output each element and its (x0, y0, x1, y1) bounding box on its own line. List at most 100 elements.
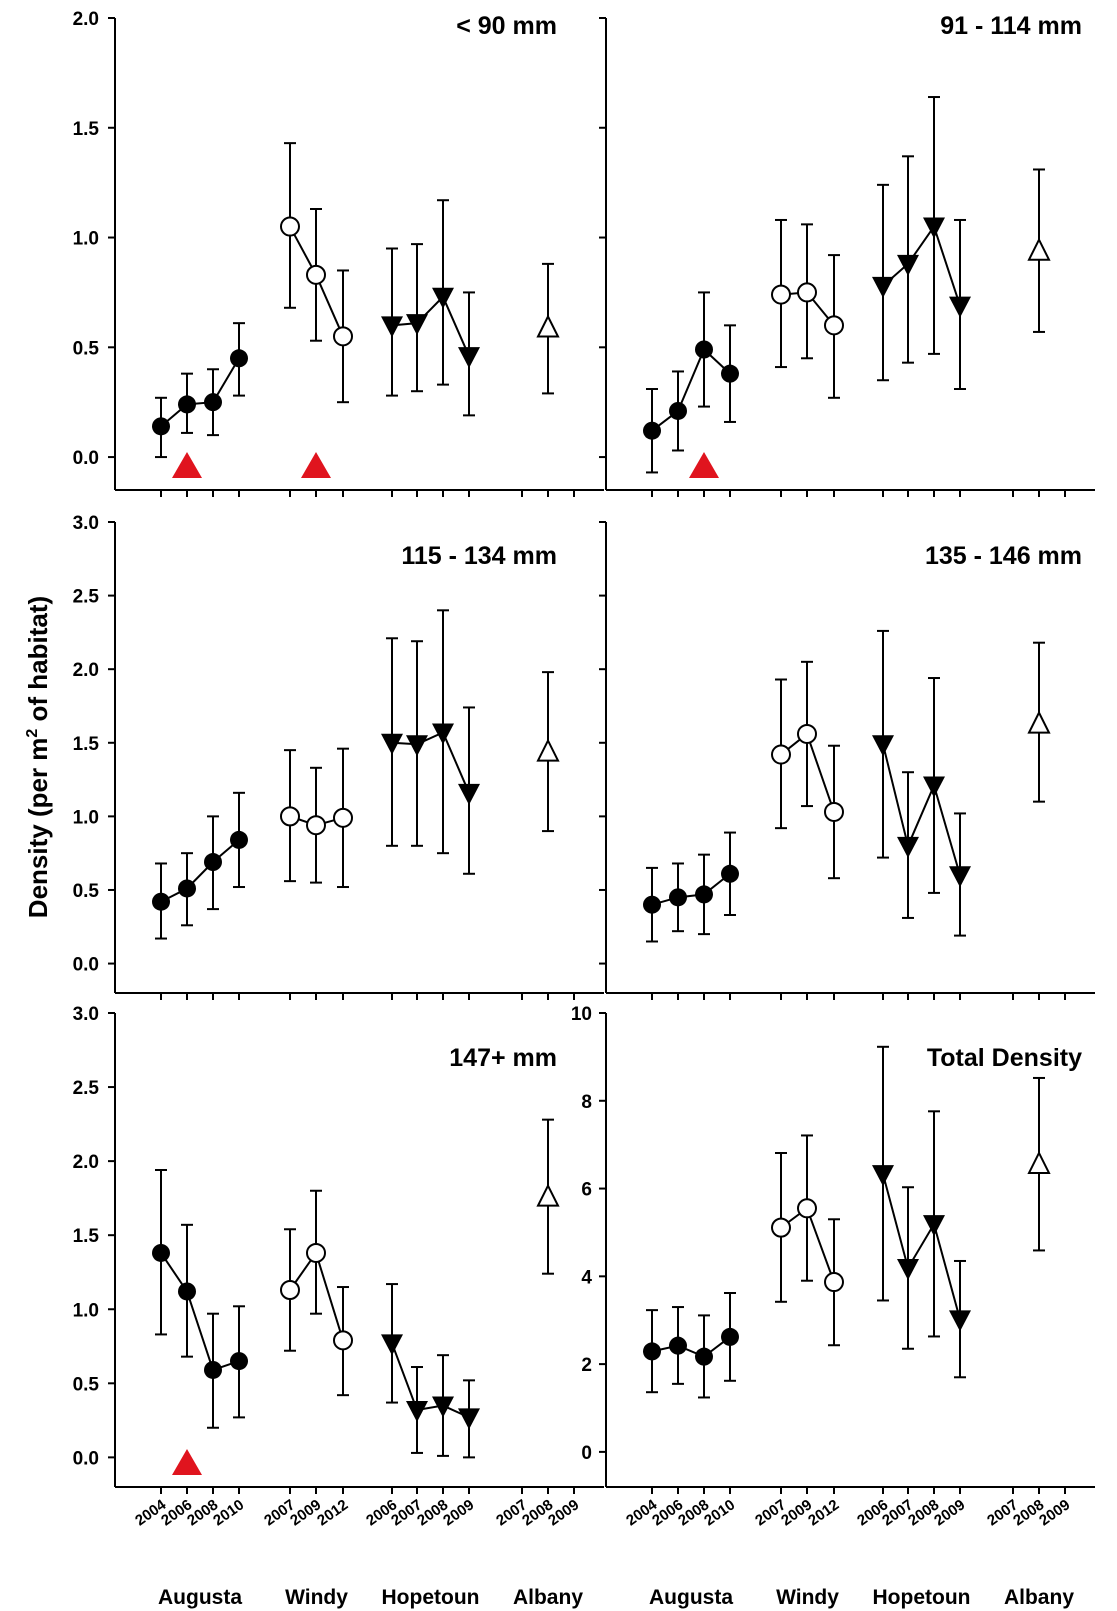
year-label: 2009 (1036, 1496, 1073, 1529)
y-tick-label: 1.0 (73, 229, 99, 250)
data-point-albany (536, 738, 560, 762)
panel-title: 147+ mm (449, 1044, 557, 1072)
data-point-hopetoun (949, 1310, 971, 1332)
event-marker-triangle (689, 452, 719, 478)
y-tick-label: 2.5 (73, 587, 100, 608)
y-tick-label: 0.0 (73, 955, 99, 976)
data-point-hopetoun (432, 287, 454, 309)
series-line-hopetoun (882, 1173, 961, 1320)
data-point-windy (306, 815, 326, 836)
data-point-hopetoun (458, 783, 480, 805)
data-point-windy (797, 1198, 817, 1219)
data-point-hopetoun (381, 733, 403, 755)
data-point-augusta (643, 1342, 661, 1361)
y-tick-label: 0.5 (73, 881, 100, 902)
data-point-hopetoun (381, 1334, 403, 1356)
data-point-windy (306, 264, 326, 285)
year-label: 2009 (545, 1496, 582, 1529)
series-line-augusta (651, 872, 731, 906)
site-label: Hopetoun (873, 1586, 971, 1609)
chart-panel-2: 91 - 114 mm (599, 12, 1095, 497)
y-axis-label: Density (per m2 of habitat) (23, 596, 53, 918)
year-label: 2012 (805, 1496, 842, 1529)
data-point-windy (333, 807, 353, 828)
series-line-hopetoun (391, 1342, 470, 1419)
event-marker-triangle (172, 452, 202, 478)
data-point-hopetoun (897, 254, 919, 276)
data-point-augusta (204, 853, 222, 872)
y-tick-label: 1.0 (73, 807, 99, 828)
site-label: Hopetoun (382, 1586, 480, 1609)
panel-title: 91 - 114 mm (940, 12, 1082, 40)
data-point-augusta (721, 364, 739, 383)
data-point-hopetoun (406, 314, 428, 336)
series-line-augusta (160, 1252, 240, 1372)
data-point-augusta (669, 1336, 687, 1355)
data-point-windy (771, 284, 791, 305)
y-tick-label: 0.0 (73, 1448, 99, 1469)
site-label: Windy (776, 1586, 839, 1609)
y-tick-label: 2.0 (73, 660, 99, 681)
event-marker-triangle (172, 1449, 202, 1475)
data-point-windy (824, 1272, 844, 1293)
y-tick-label: 1.5 (73, 119, 100, 140)
data-point-hopetoun (872, 276, 894, 298)
year-label: 2010 (210, 1496, 247, 1529)
data-point-windy (797, 723, 817, 744)
data-point-albany (1027, 1150, 1051, 1174)
series-line-augusta (651, 347, 731, 432)
data-point-hopetoun (923, 1215, 945, 1237)
data-point-augusta (178, 1282, 196, 1301)
site-label: Windy (285, 1586, 348, 1609)
site-label: Albany (513, 1586, 583, 1609)
data-point-augusta (204, 393, 222, 412)
chart-panel-4: 135 - 146 mm (599, 521, 1095, 1000)
data-point-windy (771, 744, 791, 765)
y-tick-label: 3.0 (73, 513, 99, 534)
y-tick-label: 0.5 (73, 338, 100, 359)
panel-title: < 90 mm (456, 12, 557, 40)
site-label: Augusta (649, 1586, 733, 1609)
data-point-augusta (695, 340, 713, 359)
data-point-windy (824, 801, 844, 822)
data-point-augusta (695, 885, 713, 904)
y-tick-label: 1.0 (73, 1300, 99, 1321)
data-point-albany (536, 1183, 560, 1207)
data-point-hopetoun (949, 296, 971, 318)
y-tick-label: 0.0 (73, 448, 99, 469)
data-point-augusta (230, 1352, 248, 1371)
y-tick-label: 8 (581, 1092, 592, 1113)
data-point-augusta (152, 892, 170, 911)
data-point-hopetoun (949, 866, 971, 888)
data-point-augusta (643, 421, 661, 440)
data-point-windy (771, 1217, 791, 1238)
y-tick-label: 1.5 (73, 734, 100, 755)
data-point-hopetoun (897, 1258, 919, 1280)
series-line-augusta (160, 839, 240, 903)
data-point-hopetoun (432, 1396, 454, 1418)
series-line-augusta (651, 1336, 731, 1358)
data-point-augusta (152, 1243, 170, 1262)
data-point-albany (1027, 710, 1051, 734)
data-point-hopetoun (406, 1400, 428, 1422)
data-point-windy (333, 326, 353, 347)
y-tick-label: 2.5 (73, 1078, 100, 1099)
y-tick-label: 0 (581, 1443, 592, 1464)
data-point-augusta (178, 395, 196, 414)
data-point-windy (280, 1279, 300, 1300)
series-line-hopetoun (882, 224, 961, 306)
panel-title: Total Density (927, 1044, 1082, 1072)
data-point-hopetoun (923, 776, 945, 798)
data-point-windy (797, 282, 817, 303)
y-tick-label: 4 (581, 1267, 592, 1288)
year-label: 2010 (701, 1496, 738, 1529)
data-point-augusta (721, 1327, 739, 1346)
year-label: 2012 (314, 1496, 351, 1529)
data-point-hopetoun (872, 1165, 894, 1187)
y-tick-label: 10 (571, 1004, 592, 1025)
series-line-hopetoun (882, 744, 961, 876)
year-label: 2009 (931, 1496, 968, 1529)
